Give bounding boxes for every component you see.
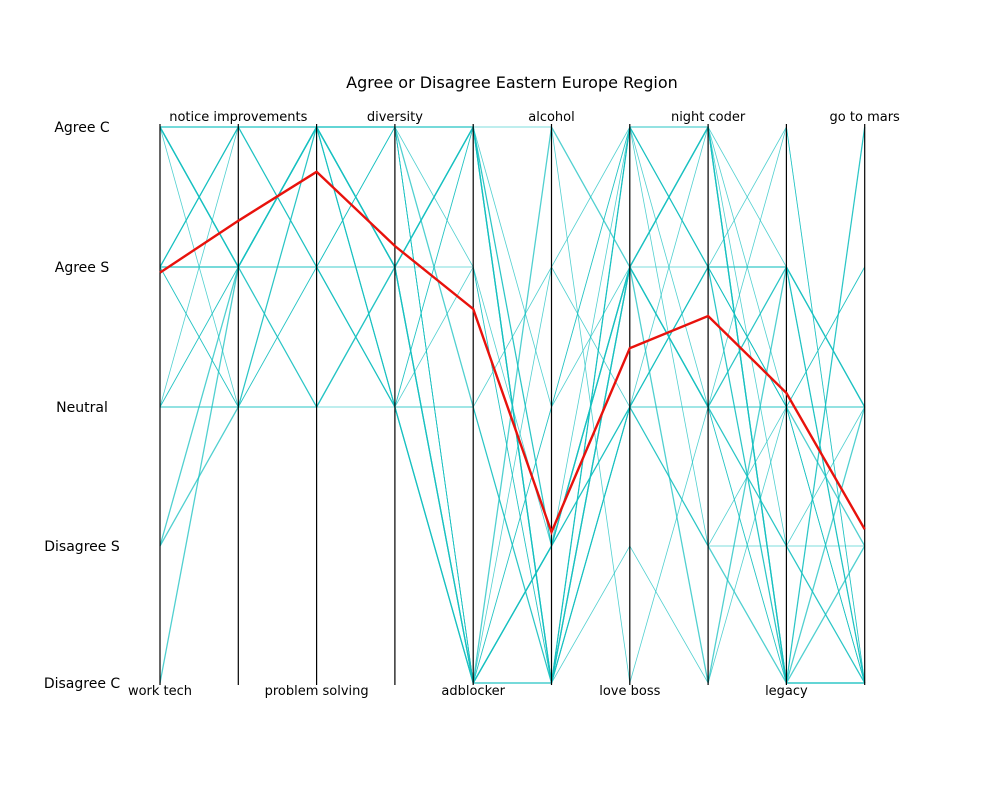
axis-label: notice improvements	[169, 110, 307, 125]
axis-label: adblocker	[441, 684, 505, 699]
axis-label: night coder	[671, 110, 746, 125]
level-label: Disagree S	[44, 539, 120, 555]
level-label: Agree C	[54, 120, 110, 136]
axis-labels: work tech notice improvements problem solv…	[128, 110, 900, 699]
response-line	[160, 126, 865, 684]
axis-lines	[159, 124, 866, 685]
average-series-line	[159, 170, 866, 536]
response-line	[160, 126, 866, 684]
axis-label: love boss	[599, 684, 660, 699]
axis-label: work tech	[128, 684, 192, 699]
axis-label: go to mars	[830, 110, 900, 125]
average-line	[159, 170, 866, 536]
level-labels: Agree C Agree S Neutral Disagree S Disagree …	[44, 120, 121, 692]
level-label: Disagree C	[44, 676, 121, 692]
chart-title: Agree or Disagree Eastern Europe Region	[346, 73, 678, 92]
level-label: Agree S	[55, 260, 110, 276]
response-lines	[159, 124, 866, 686]
level-label: Neutral	[56, 400, 108, 416]
response-line	[159, 126, 866, 684]
axis-label: problem solving	[265, 684, 369, 699]
axis-label: alcohol	[528, 110, 574, 125]
axis-label: diversity	[367, 110, 423, 125]
axis-label: legacy	[765, 684, 808, 699]
